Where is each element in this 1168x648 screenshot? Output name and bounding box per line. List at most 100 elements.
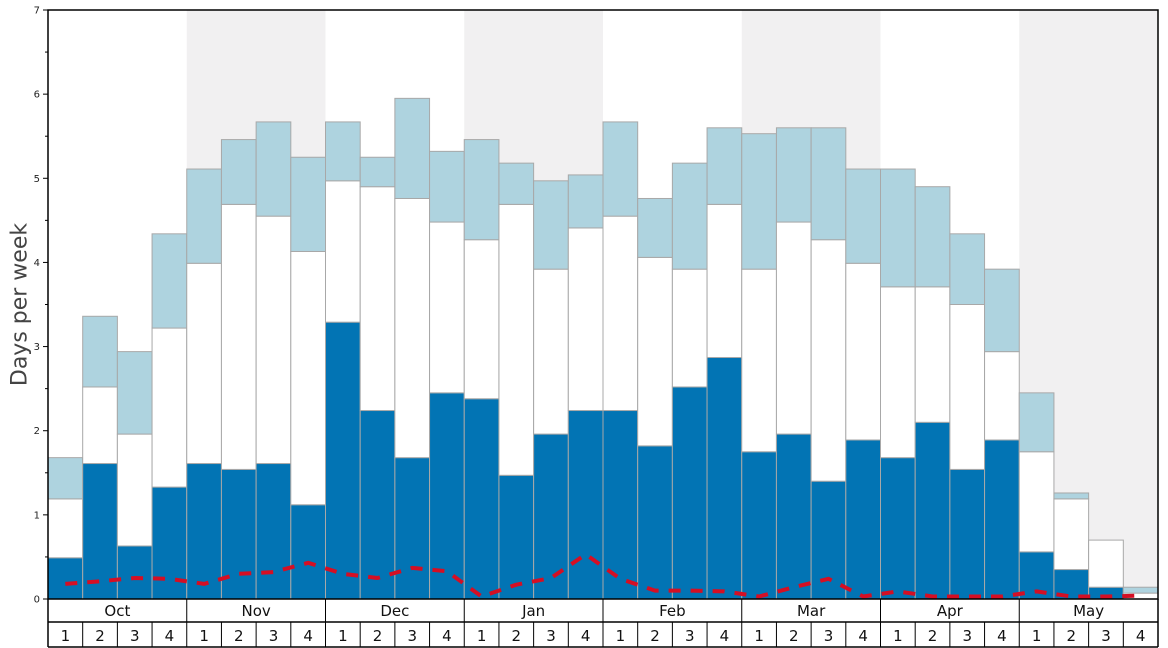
bar-segment: [1088, 539, 1124, 588]
week-label: 3: [130, 627, 140, 645]
bar-segment: [567, 410, 604, 600]
month-label-nov: Nov: [241, 602, 270, 620]
month-label-dec: Dec: [380, 602, 409, 620]
bar-segment: [706, 203, 743, 359]
month-label-oct: Oct: [104, 602, 130, 620]
bar-segment: [914, 286, 951, 423]
month-label-apr: Apr: [937, 602, 964, 620]
y-tick-label: 6: [34, 90, 40, 101]
month-label-jan: Jan: [521, 602, 545, 620]
week-label: 1: [893, 627, 903, 645]
bar-segment: [533, 433, 569, 600]
bar-segment: [637, 197, 673, 258]
bar-segment: [949, 233, 986, 306]
y-tick-label: 2: [34, 426, 40, 437]
bar-segment: [186, 463, 222, 600]
month-label-may: May: [1073, 602, 1104, 620]
bar-segment: [810, 480, 847, 600]
stacked-bars: [47, 97, 1159, 600]
bar-segment: [186, 262, 222, 465]
y-tick-label: 5: [34, 174, 40, 185]
week-label: 1: [477, 627, 487, 645]
bar-segment: [880, 286, 916, 459]
bar-segment: [82, 463, 118, 600]
bar-segment: [602, 121, 639, 217]
bar-segment: [706, 127, 743, 205]
bar-segment: [359, 410, 396, 600]
week-label: 3: [269, 627, 279, 645]
bar-segment: [706, 357, 743, 600]
week-label: 4: [581, 627, 591, 645]
bar-segment: [429, 221, 465, 394]
bar-segment: [498, 203, 535, 476]
bar-segment: [429, 150, 465, 223]
y-tick-label: 7: [34, 6, 40, 17]
bar-segment: [984, 268, 1020, 353]
bar-segment: [741, 451, 777, 600]
bar-segment: [47, 498, 84, 559]
plot-frame: [47, 9, 1159, 600]
y-tick-label: 4: [34, 258, 40, 269]
bar-segment: [533, 180, 569, 270]
bar-segment: [116, 433, 153, 547]
week-label: 3: [1101, 627, 1111, 645]
bar-segment: [810, 239, 847, 482]
week-label: 4: [858, 627, 868, 645]
week-label: 4: [165, 627, 175, 645]
week-label: 4: [1136, 627, 1146, 645]
bar-segment: [82, 386, 118, 465]
bar-segment: [602, 215, 639, 412]
bar-segment: [810, 127, 847, 241]
bar-segment: [637, 445, 673, 600]
week-label: 4: [303, 627, 313, 645]
bar-segment: [220, 468, 257, 600]
bar-segment: [845, 439, 881, 600]
bar-segment: [775, 127, 812, 223]
bar-segment: [914, 421, 951, 600]
bar-segment: [880, 168, 916, 288]
week-label: 1: [61, 627, 71, 645]
bar-segment: [47, 457, 84, 500]
bar-segment: [255, 121, 292, 217]
bar-segment: [1053, 492, 1090, 500]
y-axis: 0 1 2 3 4 5 6 7: [34, 6, 48, 606]
bar-segment: [984, 351, 1020, 441]
bar-segment: [498, 474, 535, 600]
bar-segment: [949, 468, 986, 600]
week-label: 1: [754, 627, 764, 645]
bar-segment: [325, 180, 361, 323]
bar-segment: [325, 321, 361, 600]
bar-segment: [255, 463, 292, 600]
week-label: 3: [407, 627, 417, 645]
week-label: 2: [789, 627, 799, 645]
week-label: 4: [442, 627, 452, 645]
bar-segment: [463, 139, 500, 241]
bar-segment: [1018, 392, 1055, 453]
bar-segment: [567, 174, 604, 229]
bar-segment: [463, 239, 500, 400]
bar-segment: [325, 121, 361, 182]
week-label: 3: [824, 627, 834, 645]
average-line: [65, 552, 1141, 599]
bar-segment: [394, 97, 431, 199]
y-tick-label: 0: [34, 595, 40, 606]
week-label: 2: [95, 627, 105, 645]
bar-segment: [290, 156, 326, 252]
bar-segment: [880, 457, 916, 600]
bar-segment: [255, 215, 292, 465]
bar-segment: [116, 351, 153, 435]
week-label: 2: [512, 627, 522, 645]
week-label: 3: [685, 627, 695, 645]
week-label: 2: [373, 627, 383, 645]
bar-segment: [914, 186, 951, 288]
bar-segment: [290, 250, 326, 506]
bar-segment: [220, 139, 257, 205]
week-label: 4: [720, 627, 730, 645]
bar-segment: [741, 133, 777, 270]
bar-segment: [1053, 498, 1090, 571]
bar-segment: [359, 156, 396, 188]
bar-segment: [1018, 451, 1055, 553]
week-label: 2: [1067, 627, 1077, 645]
bar-segment: [394, 457, 431, 600]
